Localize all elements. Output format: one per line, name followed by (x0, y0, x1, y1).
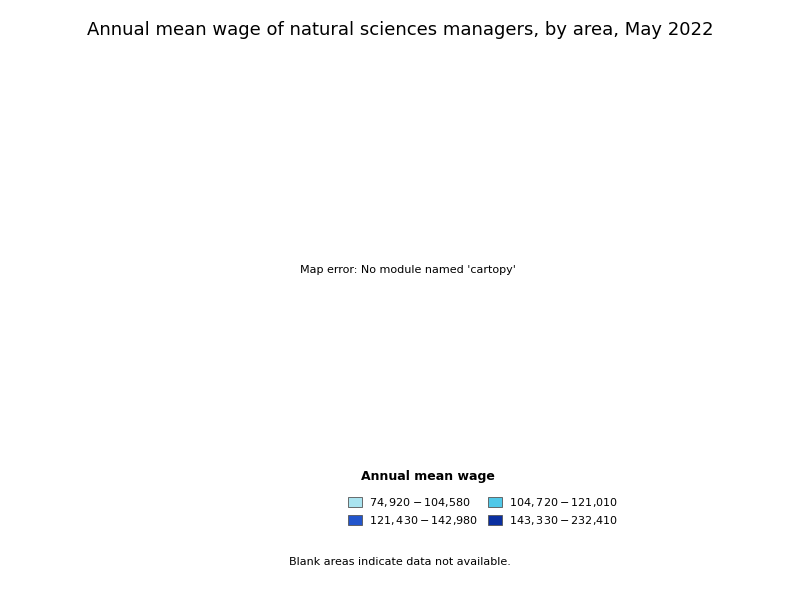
Text: Annual mean wage of natural sciences managers, by area, May 2022: Annual mean wage of natural sciences man… (86, 21, 714, 39)
Text: $121,430 - $142,980: $121,430 - $142,980 (369, 514, 478, 527)
Text: $74,920 - $104,580: $74,920 - $104,580 (369, 496, 470, 509)
Text: Blank areas indicate data not available.: Blank areas indicate data not available. (289, 557, 511, 567)
Text: Map error: No module named 'cartopy': Map error: No module named 'cartopy' (300, 265, 516, 275)
Text: $104,720 - $121,010: $104,720 - $121,010 (509, 496, 618, 509)
Text: $143,330 - $232,410: $143,330 - $232,410 (509, 514, 618, 527)
Text: Annual mean wage: Annual mean wage (361, 470, 495, 483)
